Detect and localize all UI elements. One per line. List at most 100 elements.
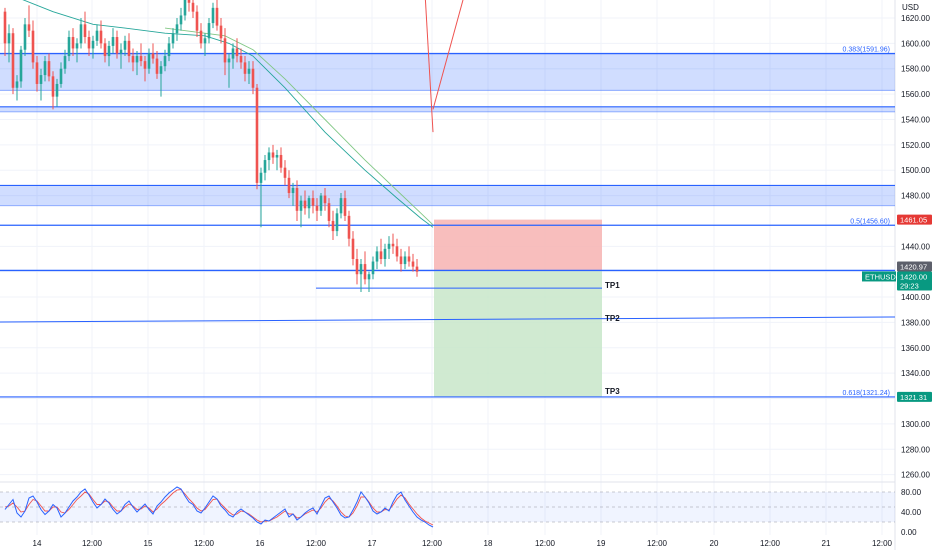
candle-body: [315, 205, 319, 211]
candle-body: [403, 256, 407, 265]
entry-price-tag-bg: [897, 261, 932, 272]
candle-body: [311, 198, 315, 206]
price-tick-label: 1500.00: [901, 166, 930, 175]
candle-body: [283, 167, 287, 178]
candle-body: [227, 58, 231, 63]
time-tick-label: 19: [597, 539, 606, 548]
candle-body: [19, 49, 23, 82]
time-tick-label: 12:00: [872, 539, 893, 548]
candle-body: [203, 38, 207, 44]
time-axis[interactable]: 14 12:00 15 12:00 16 12:00 17 12:00 18 12:00 19 12:…: [33, 539, 893, 548]
candle-body: [39, 75, 43, 84]
tp-label-2: TP2: [605, 314, 620, 323]
candle-body: [31, 30, 35, 63]
candle-body: [3, 11, 7, 44]
target-price-tag: 1321.31: [897, 391, 932, 402]
candle-body: [327, 203, 331, 221]
time-tick-label: 12:00: [760, 539, 781, 548]
position-tool[interactable]: [434, 219, 602, 397]
candle-body: [299, 200, 303, 211]
candle-body: [95, 30, 99, 41]
candle-body: [179, 15, 183, 25]
candle-body: [195, 11, 199, 31]
target-price-tag-bg: [897, 391, 932, 402]
candle-body: [355, 259, 359, 275]
rsi-axis-tick: 40.00: [901, 508, 922, 517]
candle-body: [279, 154, 283, 168]
candle-body: [223, 38, 227, 63]
candle-body: [115, 37, 119, 54]
candle-body: [375, 251, 379, 262]
fib-level-label: 0.618(1321.24): [843, 390, 890, 397]
time-tick-label: 12:00: [422, 539, 443, 548]
price-tick-label: 1380.00: [901, 318, 930, 327]
candle-body: [79, 24, 83, 44]
rsi-line: [4, 486, 434, 528]
moving-average-line: [164, 27, 434, 226]
price-tick-label: 1360.00: [901, 344, 930, 353]
candle-body: [371, 261, 375, 275]
candle-body: [151, 53, 155, 59]
candle-body: [103, 43, 107, 57]
price-tick-label: 1560.00: [901, 90, 930, 99]
candle-body: [343, 198, 347, 216]
candle-body: [411, 261, 415, 267]
candle-body: [187, 0, 191, 3]
candle-body: [71, 37, 75, 49]
candle-body: [175, 24, 179, 34]
candle-body: [267, 152, 271, 161]
tp-label-1: TP1: [605, 281, 620, 290]
time-tick-label: 18: [484, 539, 493, 548]
candle-body: [155, 58, 159, 74]
last-price-tag-text: 29:23: [900, 281, 919, 290]
candle-body: [235, 48, 239, 57]
candle-body: [395, 246, 399, 257]
symbol-tag-bg: [862, 271, 896, 282]
candle-body: [391, 243, 395, 247]
candle-body: [219, 25, 223, 39]
candle-body: [75, 43, 79, 49]
zone-rect: [0, 185, 895, 206]
candle-body: [291, 187, 295, 194]
stop-loss-zone[interactable]: [434, 219, 602, 271]
time-tick-label: 12:00: [194, 539, 215, 548]
candle-body: [407, 256, 411, 262]
candle-body: [211, 7, 215, 24]
candle-body: [255, 87, 259, 183]
candle-body: [319, 195, 323, 211]
time-tick-label: 15: [144, 539, 153, 548]
candle-body: [127, 40, 131, 57]
candle-body: [131, 56, 135, 63]
currency-label: USD: [902, 3, 919, 12]
candle-body: [347, 215, 351, 239]
candle-body: [399, 256, 403, 265]
trend-lines: [424, 0, 464, 133]
candle-body: [27, 24, 31, 31]
take-profit-zone[interactable]: [434, 270, 602, 397]
candle-body: [271, 152, 275, 158]
last-price-tag-text: 1420.00: [900, 272, 927, 281]
candle-body: [215, 7, 219, 26]
candle-body: [259, 172, 263, 183]
take-profit-line: [0, 316, 896, 323]
fib-level-label: 0.383(1591.96): [843, 47, 890, 54]
candle-body: [263, 160, 267, 173]
candle-body: [231, 48, 235, 59]
candle-body: [83, 24, 87, 38]
candle-body: [207, 23, 211, 39]
time-tick-label: 20: [710, 539, 719, 548]
last-price-tag-bg: [897, 271, 932, 291]
candle-body: [367, 274, 371, 280]
stop-price-tag: 1461.05: [897, 214, 932, 225]
candle-body: [91, 40, 95, 49]
candle-body: [243, 62, 247, 74]
stop-price-tag-bg: [897, 214, 932, 225]
rsi-axis-tick: 80.00: [901, 488, 922, 497]
candle-body: [51, 76, 55, 97]
candle-body: [339, 198, 343, 214]
price-tick-label: 1340.00: [901, 369, 930, 378]
price-axis[interactable]: USD 1620.00 1600.00 1580.00 1560.00 1540.00 1…: [901, 3, 930, 480]
candle-body: [167, 43, 171, 57]
